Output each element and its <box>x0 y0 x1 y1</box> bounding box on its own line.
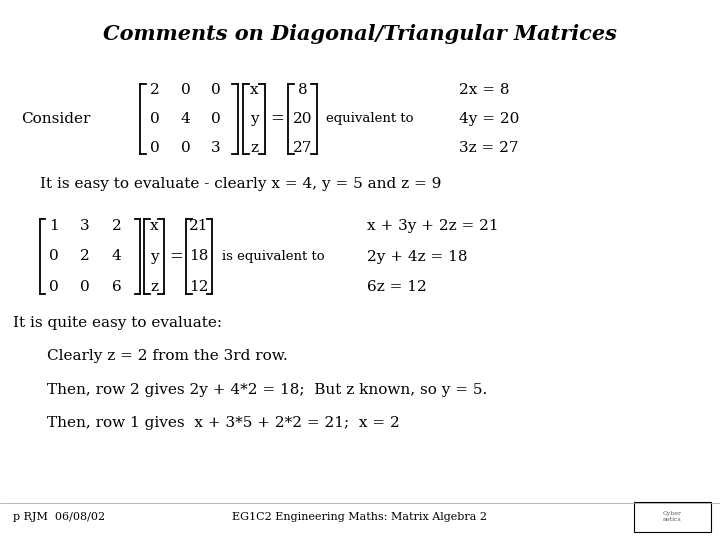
Text: 0: 0 <box>150 140 160 154</box>
Text: y: y <box>250 112 258 126</box>
Text: 21: 21 <box>189 219 209 233</box>
Text: 27: 27 <box>293 140 312 154</box>
Text: equivalent to: equivalent to <box>326 112 414 125</box>
Text: 12: 12 <box>189 280 209 294</box>
Text: 3z = 27: 3z = 27 <box>459 140 519 154</box>
Text: =: = <box>270 110 284 127</box>
Text: x: x <box>250 83 258 97</box>
Text: Then, row 2 gives 2y + 4*2 = 18;  But z known, so y = 5.: Then, row 2 gives 2y + 4*2 = 18; But z k… <box>47 383 487 397</box>
Text: =: = <box>169 248 184 265</box>
Text: 2x = 8: 2x = 8 <box>459 83 510 97</box>
Text: 0: 0 <box>80 280 90 294</box>
Text: y: y <box>150 249 158 264</box>
Text: 2: 2 <box>150 83 160 97</box>
Text: 6z = 12: 6z = 12 <box>367 280 427 294</box>
Text: x: x <box>150 219 158 233</box>
Text: is equivalent to: is equivalent to <box>222 250 325 263</box>
Text: z: z <box>150 280 158 294</box>
Text: 2: 2 <box>112 219 122 233</box>
Text: 0: 0 <box>49 249 59 264</box>
Text: It is quite easy to evaluate:: It is quite easy to evaluate: <box>13 316 222 330</box>
Text: Cyber
netics: Cyber netics <box>663 511 682 522</box>
Text: 2y + 4z = 18: 2y + 4z = 18 <box>367 249 468 264</box>
Text: 0: 0 <box>181 83 191 97</box>
Text: 0: 0 <box>49 280 59 294</box>
Text: Consider: Consider <box>22 112 91 126</box>
Text: It is easy to evaluate - clearly x = 4, y = 5 and z = 9: It is easy to evaluate - clearly x = 4, … <box>40 177 441 191</box>
Text: 0: 0 <box>150 112 160 126</box>
Text: EG1C2 Engineering Maths: Matrix Algebra 2: EG1C2 Engineering Maths: Matrix Algebra … <box>233 512 487 522</box>
Text: 8: 8 <box>297 83 307 97</box>
Text: 0: 0 <box>211 112 221 126</box>
Text: x + 3y + 2z = 21: x + 3y + 2z = 21 <box>367 219 499 233</box>
Text: 4y = 20: 4y = 20 <box>459 112 520 126</box>
Text: 3: 3 <box>211 140 221 154</box>
Text: Clearly z = 2 from the 3rd row.: Clearly z = 2 from the 3rd row. <box>47 349 287 363</box>
Text: Comments on Diagonal/Triangular Matrices: Comments on Diagonal/Triangular Matrices <box>103 24 617 44</box>
Text: 3: 3 <box>80 219 90 233</box>
FancyBboxPatch shape <box>634 502 711 532</box>
Text: Then, row 1 gives  x + 3*5 + 2*2 = 21;  x = 2: Then, row 1 gives x + 3*5 + 2*2 = 21; x … <box>47 416 400 430</box>
Text: 0: 0 <box>211 83 221 97</box>
Text: 0: 0 <box>181 140 191 154</box>
Text: 2: 2 <box>80 249 90 264</box>
Text: 1: 1 <box>49 219 59 233</box>
Text: 18: 18 <box>189 249 208 264</box>
Text: 20: 20 <box>292 112 312 126</box>
Text: 4: 4 <box>112 249 122 264</box>
Text: 6: 6 <box>112 280 122 294</box>
Text: z: z <box>250 140 258 154</box>
Text: p RJM  06/08/02: p RJM 06/08/02 <box>13 512 105 522</box>
Text: 4: 4 <box>181 112 191 126</box>
